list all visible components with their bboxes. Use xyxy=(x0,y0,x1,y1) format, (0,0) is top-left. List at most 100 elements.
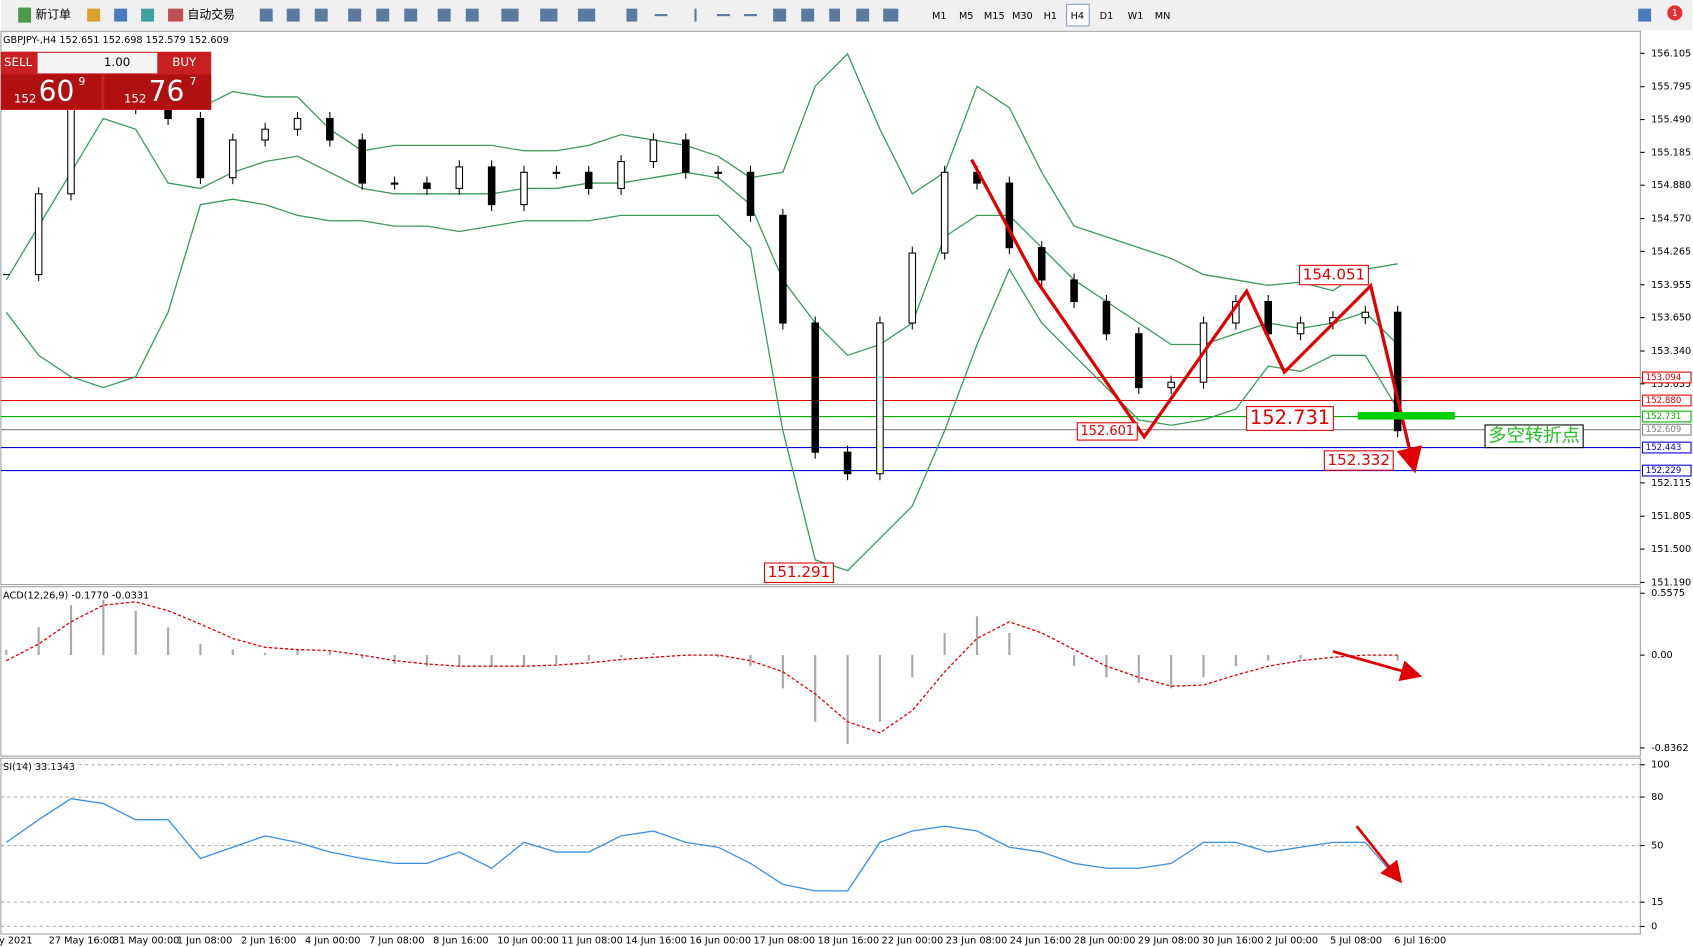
y-tick-label: 0.00 xyxy=(1651,650,1673,661)
y-tick-label: 153.955 xyxy=(1651,280,1691,291)
rsi-line xyxy=(5,798,1399,892)
level-label: 152.229 xyxy=(1646,466,1682,476)
y-tick-label: 154.570 xyxy=(1651,214,1691,225)
new-order[interactable]: 新订单 xyxy=(35,8,71,22)
y-tick-label: -0.8362 xyxy=(1651,743,1688,754)
candle xyxy=(1037,247,1046,281)
tool-icon[interactable] xyxy=(141,8,155,22)
lots[interactable]: 1.00 xyxy=(104,55,130,69)
time-label: 4 Jun 00:00 xyxy=(305,936,360,947)
y-tick-label: 155.185 xyxy=(1651,147,1691,158)
annotation-box xyxy=(1246,406,1334,431)
level-label: 153.094 xyxy=(1646,373,1682,383)
candle xyxy=(1167,381,1175,389)
candle xyxy=(811,322,819,453)
timeframe-selected xyxy=(1065,3,1090,27)
timeframe[interactable]: H4 xyxy=(1071,11,1084,22)
notification-badge[interactable] xyxy=(1667,5,1683,21)
timeframe[interactable]: M1 xyxy=(932,11,947,22)
y-tick-label: 155.490 xyxy=(1651,115,1691,126)
time-label: 14 Jun 16:00 xyxy=(625,936,687,947)
y-tick-label: 15 xyxy=(1651,897,1663,908)
turning-bar xyxy=(1357,412,1455,420)
time-label: 2 Jul 00:00 xyxy=(1266,936,1318,947)
timeframe[interactable]: W1 xyxy=(1128,11,1144,22)
auto-trading-icon[interactable] xyxy=(168,8,184,22)
buy-price[interactable] xyxy=(104,74,212,109)
level-label: 152.609 xyxy=(1646,425,1682,435)
timeframe[interactable]: H1 xyxy=(1044,11,1057,22)
annotation: 多空转折点 xyxy=(1488,425,1580,446)
candle xyxy=(908,252,917,324)
y-tick-label: 80 xyxy=(1651,792,1663,803)
timeframe[interactable]: M15 xyxy=(984,11,1005,22)
candle xyxy=(1070,279,1078,303)
y-tick-label: 151.190 xyxy=(1651,577,1691,588)
y-tick-label: 0 xyxy=(1651,921,1657,932)
time-label: 22 Jun 00:00 xyxy=(882,936,944,947)
y-tick-label: 153.650 xyxy=(1651,313,1691,324)
candle xyxy=(196,117,205,179)
candle xyxy=(293,117,302,130)
sell-label[interactable]: SELL xyxy=(4,55,33,69)
candle xyxy=(1005,182,1014,249)
level-label-box xyxy=(1641,410,1692,423)
tool-icon[interactable] xyxy=(87,8,101,22)
trade-panel: SELL 1.00 BUY 152 60 9 152 76 7 xyxy=(0,51,212,111)
annotation-box xyxy=(763,562,834,583)
time-label: 7 Jun 08:00 xyxy=(369,936,424,947)
y-tick-label: 156.105 xyxy=(1651,48,1691,59)
time-label: 16 Jun 00:00 xyxy=(689,936,751,947)
timeframe[interactable]: MN xyxy=(1155,11,1171,22)
time-label: May 2021 xyxy=(0,936,32,947)
time-label: 29 Jun 08:00 xyxy=(1138,936,1200,947)
time-label: 23 Jun 08:00 xyxy=(946,936,1008,947)
candle xyxy=(1135,333,1143,389)
sell-button[interactable] xyxy=(0,51,37,74)
annotation-box xyxy=(1298,264,1369,286)
level-label: 152.731 xyxy=(1646,412,1682,422)
candle xyxy=(779,214,787,324)
main-panel xyxy=(0,30,1641,586)
annotation: 152.731 xyxy=(1250,406,1330,429)
time-label: 30 Jun 16:00 xyxy=(1202,936,1264,947)
new-order-icon[interactable] xyxy=(18,7,32,23)
level-label-box xyxy=(1641,371,1692,384)
lots-box[interactable] xyxy=(37,52,158,74)
auto-trading[interactable]: 自动交易 xyxy=(187,8,234,22)
time-label: 1 Jun 08:00 xyxy=(177,936,232,947)
candle xyxy=(1361,311,1370,319)
timeframe[interactable]: M30 xyxy=(1012,11,1033,22)
buy-label[interactable]: BUY xyxy=(172,55,197,69)
tool-icon[interactable] xyxy=(114,8,128,22)
toolbar-icons[interactable] xyxy=(259,8,899,22)
candle xyxy=(1393,311,1402,432)
level-label: 152.443 xyxy=(1646,443,1682,453)
macd-signal xyxy=(5,601,1398,734)
level-label-box xyxy=(1641,464,1692,477)
candle xyxy=(682,139,690,173)
candle xyxy=(746,171,755,216)
notification-count: 1 xyxy=(1672,8,1678,19)
candle xyxy=(552,171,561,174)
band-lower xyxy=(5,198,1399,572)
sell-big: 152 xyxy=(14,92,37,106)
annotation: 152.601 xyxy=(1081,424,1135,439)
y-tick-label: 50 xyxy=(1651,841,1663,852)
timeframe[interactable]: M5 xyxy=(959,11,974,22)
timeframe[interactable]: D1 xyxy=(1100,11,1114,22)
candle xyxy=(390,182,399,185)
candle xyxy=(1102,300,1111,335)
sell-price[interactable] xyxy=(0,74,102,109)
candle xyxy=(229,139,237,179)
sell-frac: 9 xyxy=(79,75,86,88)
macd-arrow xyxy=(1332,650,1423,682)
buy-frac: 7 xyxy=(190,75,197,88)
y-tick-label: 0.5575 xyxy=(1651,588,1685,599)
search-icon[interactable] xyxy=(1638,8,1652,22)
candle xyxy=(714,171,722,174)
candle xyxy=(326,117,334,141)
rsi-arrow xyxy=(1355,825,1403,884)
